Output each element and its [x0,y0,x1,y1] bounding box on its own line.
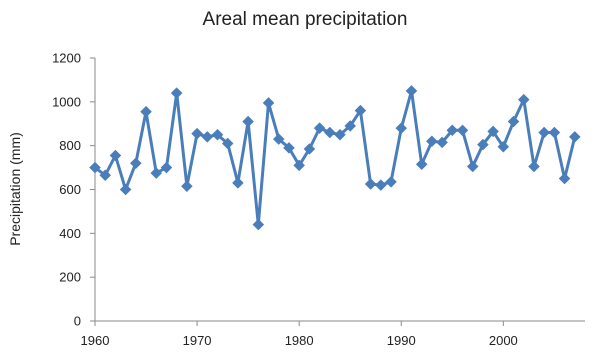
data-point [466,160,479,173]
data-point [405,85,418,97]
x-tick-label: 1970 [183,333,212,348]
data-point [456,124,469,137]
data-point [313,122,326,134]
y-tick-label: 0 [74,314,81,329]
data-point [507,115,520,128]
y-tick-label: 600 [59,182,81,197]
data-point [568,131,581,143]
y-tick-label: 1200 [52,51,81,66]
data-point [477,138,489,151]
data-point [140,105,152,118]
data-point [272,133,285,145]
data-point [262,97,275,109]
data-point [150,167,163,179]
data-point [99,169,112,182]
data-point [334,128,346,141]
data-point [211,128,224,141]
axes-layer: 0 200 400 600 800 1000 1200 1960 1970 1980 1990 200… [52,51,585,348]
data-point [426,135,438,148]
data-point [201,131,214,143]
data-point [354,104,367,117]
x-tick-label: 1980 [285,333,314,348]
y-tick-label: 800 [59,138,81,153]
data-point [323,126,336,139]
chart-title: Areal mean precipitation [203,9,408,30]
x-tick-label: 2000 [489,333,518,348]
data-point [129,157,142,170]
x-tick-label: 1960 [81,333,110,348]
data-point [538,126,551,139]
data-point [242,115,254,128]
data-point [374,179,387,191]
data-point [252,218,265,231]
data-point [191,127,203,140]
data-point [181,180,193,193]
data-point [528,160,540,173]
data-point [221,137,234,150]
data-point [395,122,408,134]
data-point [364,178,377,190]
data-point [89,161,101,174]
y-axis-label: Precipitation (mm) [7,132,23,246]
series-layer [89,85,581,231]
data-point [232,177,244,189]
data-point [497,140,510,153]
data-point [283,142,295,154]
y-tick-label: 1000 [52,94,81,109]
series-line [93,89,577,227]
x-tick-label: 1990 [387,333,416,348]
y-tick-label: 200 [59,270,81,285]
data-point [344,120,357,132]
data-point [446,124,459,137]
data-point [303,143,316,155]
data-point [119,183,132,196]
data-point [558,172,571,185]
data-point [293,159,306,172]
y-tick-label: 400 [59,226,81,241]
data-point [487,125,499,138]
data-point [170,87,183,99]
data-point [517,93,530,106]
data-point [548,126,561,139]
data-point [415,158,428,171]
data-point [385,175,397,188]
data-point [109,149,122,162]
data-point [160,161,173,174]
data-point [436,136,448,149]
